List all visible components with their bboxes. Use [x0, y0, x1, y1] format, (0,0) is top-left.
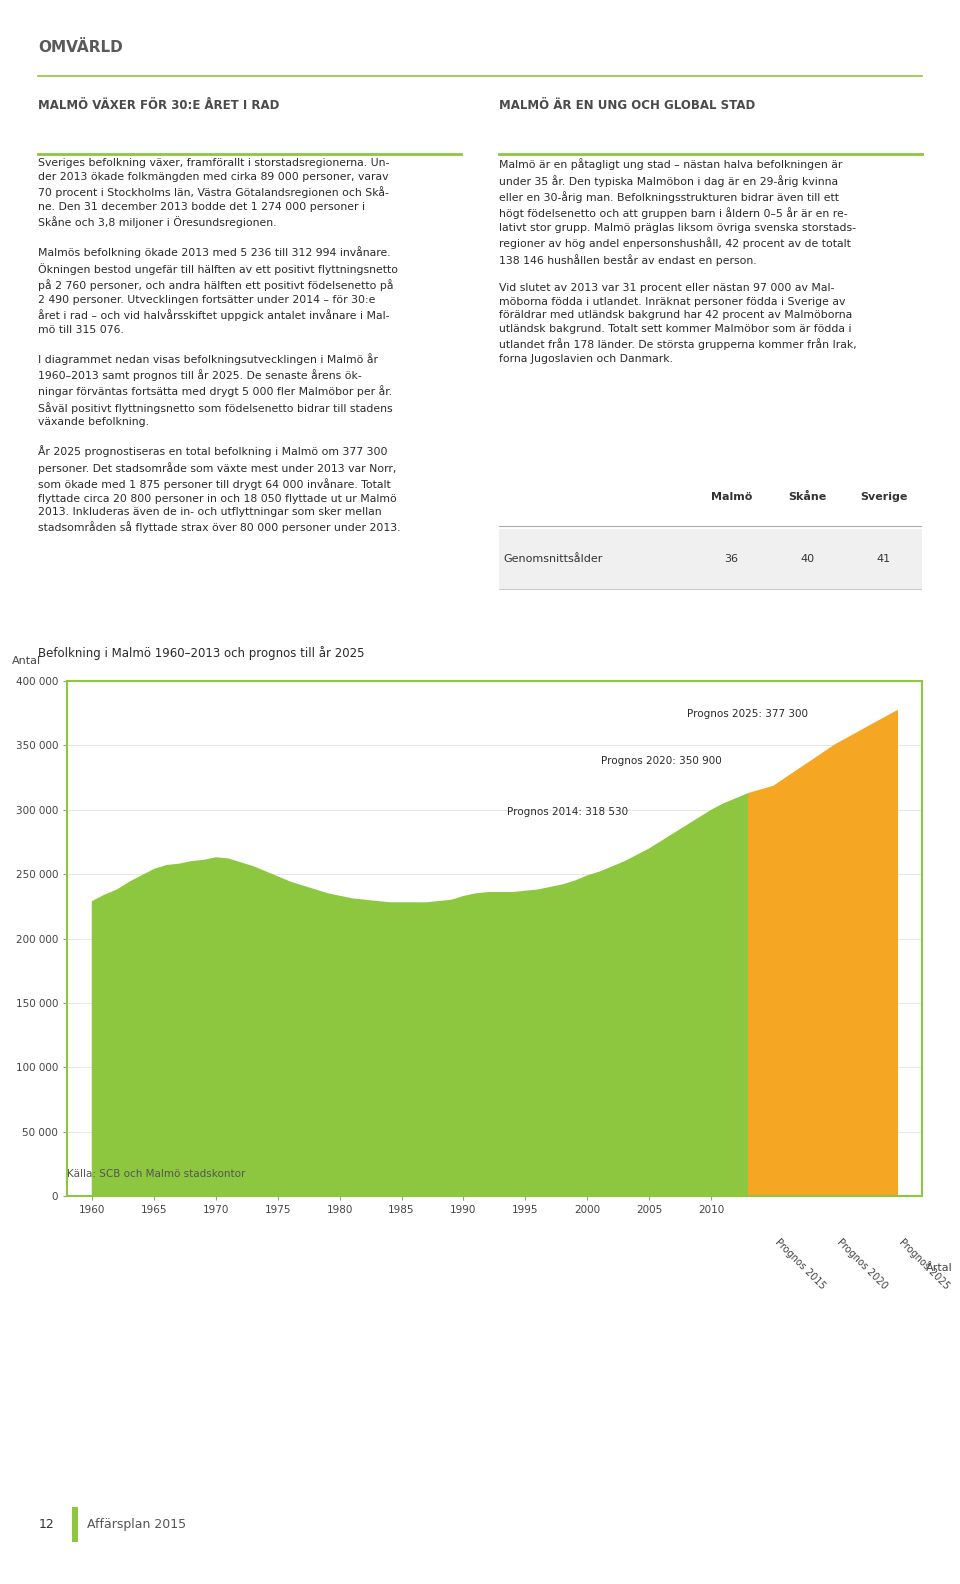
Text: Prognos 2025: Prognos 2025 — [897, 1237, 951, 1291]
Bar — [72, 1506, 78, 1543]
Text: Skåne: Skåne — [788, 491, 827, 502]
Text: Prognos 2015: Prognos 2015 — [773, 1237, 828, 1291]
Text: Prognos 2014: 318 530: Prognos 2014: 318 530 — [507, 808, 629, 817]
Text: MALMÖ ÄR EN UNG OCH GLOBAL STAD: MALMÖ ÄR EN UNG OCH GLOBAL STAD — [499, 100, 756, 112]
Text: Malmö är en påtagligt ung stad – nästan halva befolkningen är
under 35 år. Den t: Malmö är en påtagligt ung stad – nästan … — [499, 158, 857, 364]
Text: 40: 40 — [801, 554, 815, 564]
Text: Prognos 2020: 350 900: Prognos 2020: 350 900 — [601, 756, 722, 765]
Bar — [499, 529, 922, 589]
Text: 36: 36 — [725, 554, 738, 564]
Text: Sverige: Sverige — [860, 491, 907, 502]
Text: Affärsplan 2015: Affärsplan 2015 — [87, 1517, 186, 1532]
Text: OMVÄRLD: OMVÄRLD — [38, 40, 123, 55]
Text: Malmö: Malmö — [710, 491, 753, 502]
Text: Prognos 2025: 377 300: Prognos 2025: 377 300 — [686, 710, 807, 719]
Bar — [499, 467, 922, 526]
Text: 41: 41 — [876, 554, 891, 564]
Text: Prognos 2020: Prognos 2020 — [835, 1237, 889, 1291]
Text: Årtal: Årtal — [925, 1262, 952, 1274]
Text: MALMÖ VÄXER FÖR 30:E ÅRET I RAD: MALMÖ VÄXER FÖR 30:E ÅRET I RAD — [38, 100, 279, 112]
Text: Källa: SCB och Malmö stadskontor: Källa: SCB och Malmö stadskontor — [67, 1169, 246, 1178]
Text: Genomsnittsålder: Genomsnittsålder — [503, 554, 603, 564]
Text: Antal: Antal — [12, 656, 40, 665]
Text: 12: 12 — [38, 1517, 54, 1532]
Text: Befolkning i Malmö 1960–2013 och prognos till år 2025: Befolkning i Malmö 1960–2013 och prognos… — [38, 646, 365, 661]
Text: Sveriges befolkning växer, framförallt i storstadsregionerna. Un-
der 2013 ökade: Sveriges befolkning växer, framförallt i… — [38, 158, 401, 534]
